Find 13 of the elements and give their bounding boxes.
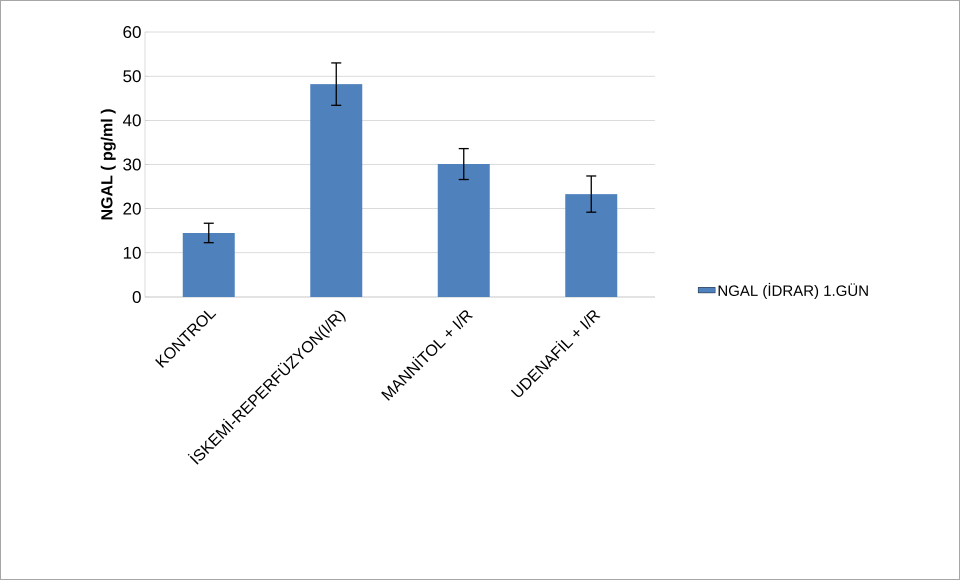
y-tick-label: 40	[122, 114, 141, 126]
y-tick-label: 30	[123, 158, 141, 171]
y-tick-label: 60	[123, 26, 141, 38]
y-axis-title: NGAL ( pg/ml )	[100, 109, 116, 220]
bar	[182, 232, 235, 297]
bar	[438, 164, 490, 297]
y-tick-label: 0	[132, 290, 141, 304]
bar	[310, 84, 362, 297]
legend-label: NGAL (İDRAR) 1.GÜN	[718, 282, 868, 299]
y-tick-label: 20	[123, 202, 141, 215]
bar	[565, 194, 618, 297]
y-tick-label: 10	[124, 246, 141, 259]
y-tick-label: 50	[123, 70, 141, 82]
